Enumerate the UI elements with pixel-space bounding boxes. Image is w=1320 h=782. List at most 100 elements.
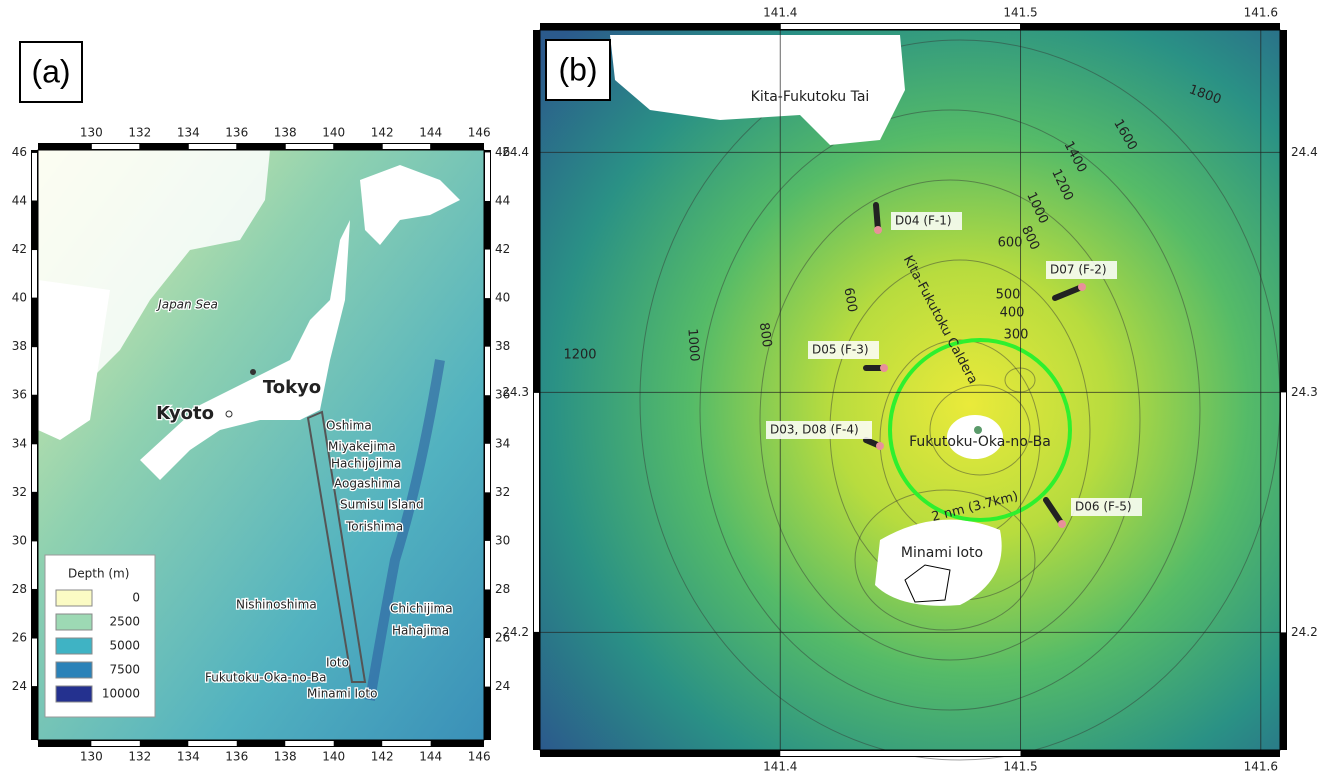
y-tick-label: 36 (12, 388, 27, 402)
x-tick-label: 142 (371, 750, 394, 764)
frame-segment (188, 144, 236, 149)
frame-segment (485, 541, 490, 590)
place-label: Aogashima (334, 477, 401, 491)
x-tick-label: 138 (274, 126, 297, 140)
x-tick-label: 141.5 (1003, 760, 1037, 774)
frame-segment (534, 392, 539, 632)
x-tick-label: 140 (322, 750, 345, 764)
x-tick-label: 132 (128, 126, 151, 140)
legend-label: 0 (132, 591, 140, 605)
place-label: Nishinoshima (236, 598, 317, 612)
frame-segment (485, 347, 490, 396)
city-marker (250, 369, 256, 375)
place-label: Chichijima (390, 602, 453, 616)
frame-segment (382, 144, 430, 149)
y-tick-label: 24 (495, 679, 510, 693)
place-label: Hahajima (392, 624, 449, 638)
place-label: Tokyo (263, 377, 321, 398)
place-label: Torishima (345, 520, 403, 534)
station-label: D05 (F-3) (812, 343, 869, 357)
frame-segment (485, 250, 490, 299)
x-tick-label: 132 (128, 750, 151, 764)
map-background (540, 30, 1280, 750)
frame-segment (32, 347, 37, 396)
contour-label: 1200 (563, 348, 596, 363)
place-label: Minami Ioto (307, 687, 377, 701)
frame-segment (32, 250, 37, 299)
y-tick-label: 24.3 (502, 385, 529, 399)
frame-band (1280, 30, 1287, 750)
place-label: Sumisu Island (340, 498, 424, 512)
x-tick-label: 141.6 (1244, 760, 1278, 774)
frame-segment (382, 741, 430, 746)
x-tick-label: 140 (322, 126, 345, 140)
y-tick-label: 24.4 (502, 145, 529, 159)
x-tick-label: 141.5 (1003, 6, 1037, 20)
legend-label: 2500 (109, 615, 140, 629)
vent (974, 426, 982, 434)
y-tick-label: 24.4 (1291, 145, 1318, 159)
legend-swatch (56, 686, 92, 702)
y-tick-label: 24.3 (1291, 385, 1318, 399)
y-tick-label: 28 (12, 582, 27, 596)
frame-segment (485, 152, 490, 201)
frame-segment (91, 741, 139, 746)
x-tick-label: 142 (371, 126, 394, 140)
legend-swatch (56, 662, 92, 678)
y-tick-label: 34 (12, 436, 27, 450)
frame-segment (485, 444, 490, 493)
station-label: D03, D08 (F-4) (770, 423, 859, 437)
y-tick-label: 44 (12, 193, 27, 207)
place-label: Ioto (326, 656, 349, 670)
station-label: D04 (F-1) (895, 214, 952, 228)
y-tick-label: 38 (495, 339, 510, 353)
legend-swatch (56, 614, 92, 630)
frame-segment (285, 144, 333, 149)
contour-label: 300 (1004, 328, 1029, 343)
x-tick-label: 136 (225, 750, 248, 764)
x-tick-label: 136 (225, 126, 248, 140)
y-tick-label: 40 (495, 291, 510, 305)
panel-tag: (b) (558, 51, 597, 87)
y-tick-label: 34 (495, 436, 510, 450)
x-tick-label: 138 (274, 750, 297, 764)
frame-band (533, 30, 540, 750)
frame-segment (285, 741, 333, 746)
contour-label: 1000 (684, 328, 701, 362)
y-tick-label: 42 (495, 242, 510, 256)
legend-title: Depth (m) (68, 567, 129, 581)
legend-label: 10000 (102, 687, 140, 701)
y-tick-label: 28 (495, 582, 510, 596)
y-tick-label: 26 (12, 631, 27, 645)
y-tick-label: 44 (495, 193, 510, 207)
x-tick-label: 141.6 (1244, 6, 1278, 20)
legend-swatch (56, 638, 92, 654)
legend-label: 5000 (109, 639, 140, 653)
place-label: Kyoto (156, 403, 214, 424)
y-tick-label: 24.2 (1291, 625, 1318, 639)
frame-segment (780, 24, 1020, 29)
frame-segment (91, 144, 139, 149)
y-tick-label: 46 (12, 145, 27, 159)
y-tick-label: 24.2 (502, 625, 529, 639)
figure: (a) (b) 13013013213213413413613613813814… (0, 0, 1320, 778)
legend-label: 7500 (109, 663, 140, 677)
y-tick-label: 40 (12, 291, 27, 305)
place-label: Japan Sea (156, 298, 218, 312)
contour-label: 400 (1000, 306, 1025, 321)
y-tick-label: 32 (12, 485, 27, 499)
frame-segment (188, 741, 236, 746)
city-marker (226, 411, 232, 417)
x-tick-label: 130 (80, 750, 103, 764)
x-tick-label: 141.4 (763, 6, 797, 20)
contour-label: 600 (998, 236, 1023, 251)
y-tick-label: 32 (495, 485, 510, 499)
place-label: Fukutoku-Oka-no-Ba (909, 434, 1051, 450)
y-tick-label: 24 (12, 679, 27, 693)
frame-segment (1281, 392, 1286, 632)
x-tick-label: 144 (419, 126, 442, 140)
y-tick-label: 30 (12, 533, 27, 547)
contour-label: 500 (996, 288, 1021, 303)
frame-segment (485, 638, 490, 687)
legend-swatch (56, 590, 92, 606)
